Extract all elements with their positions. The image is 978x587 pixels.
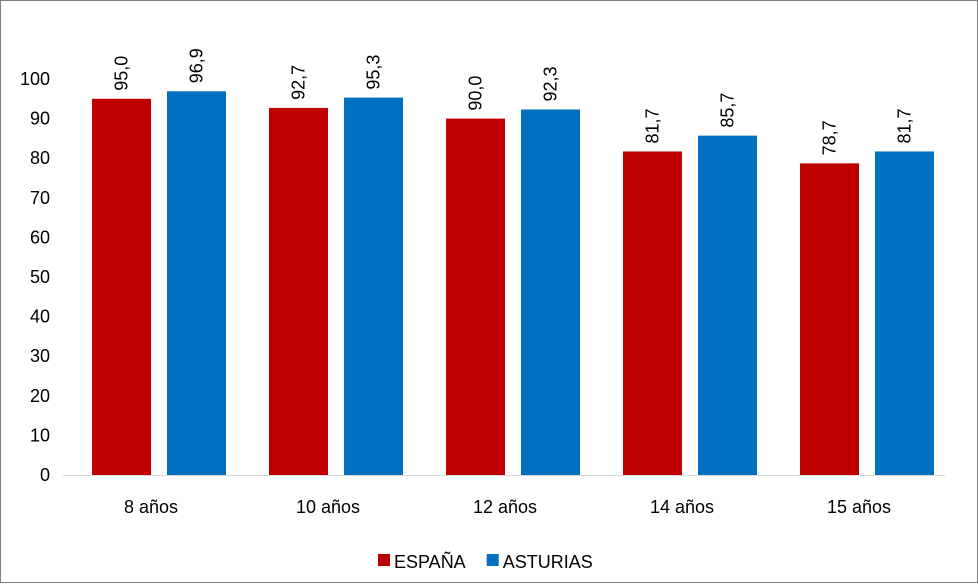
bar-españa: [623, 151, 682, 475]
x-tick-label: 10 años: [296, 497, 360, 517]
data-label: 92,7: [289, 65, 309, 100]
y-tick-label: 0: [40, 465, 50, 485]
y-tick-label: 90: [30, 109, 50, 129]
x-tick-label: 8 años: [124, 497, 178, 517]
data-label: 96,9: [187, 48, 207, 83]
data-label: 95,3: [364, 55, 384, 90]
bar-españa: [446, 118, 505, 475]
bar-asturias: [698, 135, 757, 476]
y-tick-label: 20: [30, 386, 50, 406]
data-label: 78,7: [820, 120, 840, 155]
y-tick-label: 70: [30, 188, 50, 208]
bar-asturias: [875, 151, 934, 475]
bar-españa: [800, 163, 859, 475]
x-tick-label: 12 años: [473, 497, 537, 517]
data-label: 90,0: [466, 76, 486, 111]
legend-label: ASTURIAS: [503, 552, 593, 572]
y-tick-label: 10: [30, 425, 50, 445]
bar-españa: [92, 98, 151, 476]
y-tick-label: 100: [20, 69, 50, 89]
y-tick-label: 50: [30, 267, 50, 287]
x-tick-label: 15 años: [827, 497, 891, 517]
legend-swatch-asturias: [486, 554, 499, 566]
y-tick-label: 60: [30, 227, 50, 247]
legend-label: ESPAÑA: [394, 551, 466, 572]
bar-asturias: [344, 97, 403, 475]
x-tick-label: 14 años: [650, 497, 714, 517]
data-label: 92,3: [541, 66, 561, 101]
legend-swatch-españa: [378, 554, 390, 566]
y-tick-label: 30: [30, 346, 50, 366]
bar-asturias: [521, 109, 580, 475]
y-tick-label: 80: [30, 148, 50, 168]
data-label: 81,7: [643, 108, 663, 143]
y-tick-label: 40: [30, 307, 50, 327]
data-label: 85,7: [718, 93, 738, 128]
bar-asturias: [167, 91, 226, 475]
data-label: 95,0: [112, 56, 132, 91]
data-label: 81,7: [895, 108, 915, 143]
bar-españa: [269, 107, 328, 476]
